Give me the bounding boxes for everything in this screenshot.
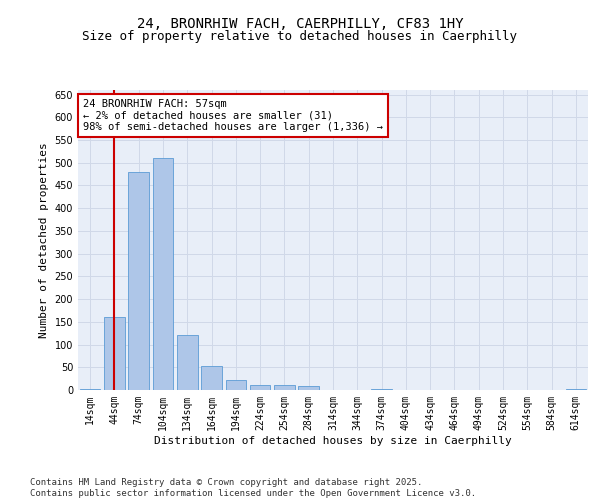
Bar — [128, 172, 149, 390]
Text: Size of property relative to detached houses in Caerphilly: Size of property relative to detached ho… — [83, 30, 517, 43]
Bar — [566, 388, 586, 390]
Text: 24 BRONRHIW FACH: 57sqm
← 2% of detached houses are smaller (31)
98% of semi-det: 24 BRONRHIW FACH: 57sqm ← 2% of detached… — [83, 99, 383, 132]
Bar — [104, 318, 125, 390]
Bar — [226, 380, 246, 390]
Bar — [371, 388, 392, 390]
Bar — [201, 366, 222, 390]
Bar — [274, 385, 295, 390]
Bar — [80, 388, 100, 390]
Bar — [250, 384, 271, 390]
Bar — [177, 336, 197, 390]
Bar — [152, 158, 173, 390]
Text: Contains HM Land Registry data © Crown copyright and database right 2025.
Contai: Contains HM Land Registry data © Crown c… — [30, 478, 476, 498]
Bar — [298, 386, 319, 390]
Y-axis label: Number of detached properties: Number of detached properties — [39, 142, 49, 338]
Text: 24, BRONRHIW FACH, CAERPHILLY, CF83 1HY: 24, BRONRHIW FACH, CAERPHILLY, CF83 1HY — [137, 18, 463, 32]
X-axis label: Distribution of detached houses by size in Caerphilly: Distribution of detached houses by size … — [154, 436, 512, 446]
